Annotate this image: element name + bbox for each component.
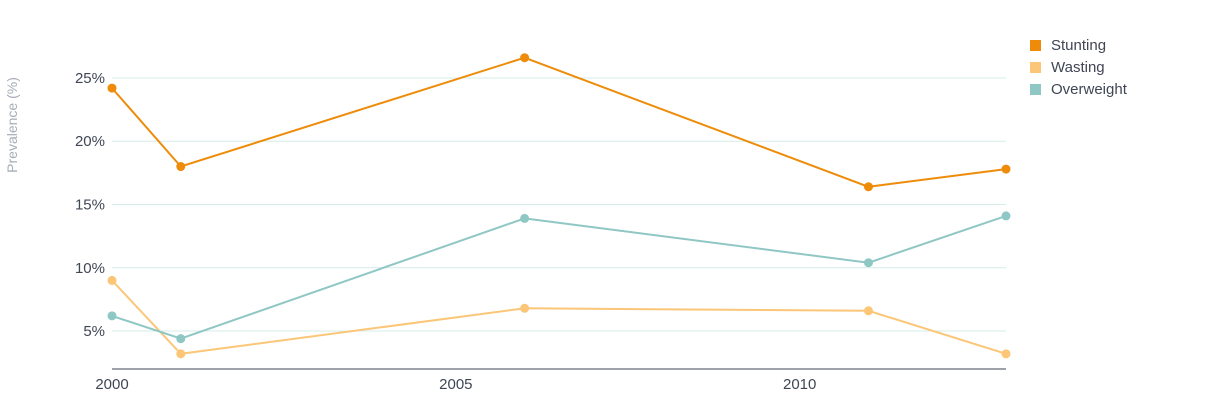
legend-swatch xyxy=(1030,83,1041,95)
legend-label: Wasting xyxy=(1051,58,1105,76)
series-lines xyxy=(107,53,1011,359)
data-point-overweight xyxy=(520,213,530,223)
gridlines xyxy=(112,77,1006,332)
legend-item-stunting: Stunting xyxy=(1030,34,1127,56)
y-tick-label: 10% xyxy=(75,260,105,277)
series-line-wasting xyxy=(111,279,1007,355)
legend-item-overweight: Overweight xyxy=(1030,78,1127,100)
data-point-wasting xyxy=(520,303,530,313)
data-point-wasting xyxy=(107,275,117,285)
data-point-stunting xyxy=(1001,164,1011,174)
data-point-overweight xyxy=(176,334,186,344)
series-line-stunting xyxy=(111,56,1007,188)
data-point-stunting xyxy=(863,182,873,192)
data-point-overweight xyxy=(863,258,873,268)
series-line-overweight xyxy=(111,214,1007,340)
x-tick-label: 2010 xyxy=(783,376,816,393)
tick-labels: 5% 10% 15% 20% 25% 2000 2005 2010 Prevalence (%) xyxy=(4,70,816,393)
legend-item-wasting: Wasting xyxy=(1030,56,1127,78)
y-tick-label: 15% xyxy=(75,197,105,214)
legend-swatch xyxy=(1030,39,1041,51)
data-point-wasting xyxy=(1001,349,1011,359)
data-point-wasting xyxy=(176,349,186,359)
data-point-stunting xyxy=(107,83,117,93)
y-tick-label: 25% xyxy=(75,70,105,87)
legend: Stunting Wasting Overweight xyxy=(1030,34,1127,100)
y-tick-label: 20% xyxy=(75,133,105,150)
legend-label: Overweight xyxy=(1051,80,1127,98)
x-tick-label: 2005 xyxy=(439,376,472,393)
data-point-overweight xyxy=(107,311,117,321)
data-point-wasting xyxy=(863,306,873,316)
x-tick-label: 2000 xyxy=(95,376,128,393)
data-point-overweight xyxy=(1001,211,1011,221)
y-axis-title: Prevalence (%) xyxy=(4,77,20,173)
legend-label: Stunting xyxy=(1051,36,1107,54)
data-point-stunting xyxy=(520,53,530,63)
data-point-stunting xyxy=(176,162,186,172)
y-tick-label: 5% xyxy=(83,323,105,340)
legend-swatch xyxy=(1030,61,1041,73)
